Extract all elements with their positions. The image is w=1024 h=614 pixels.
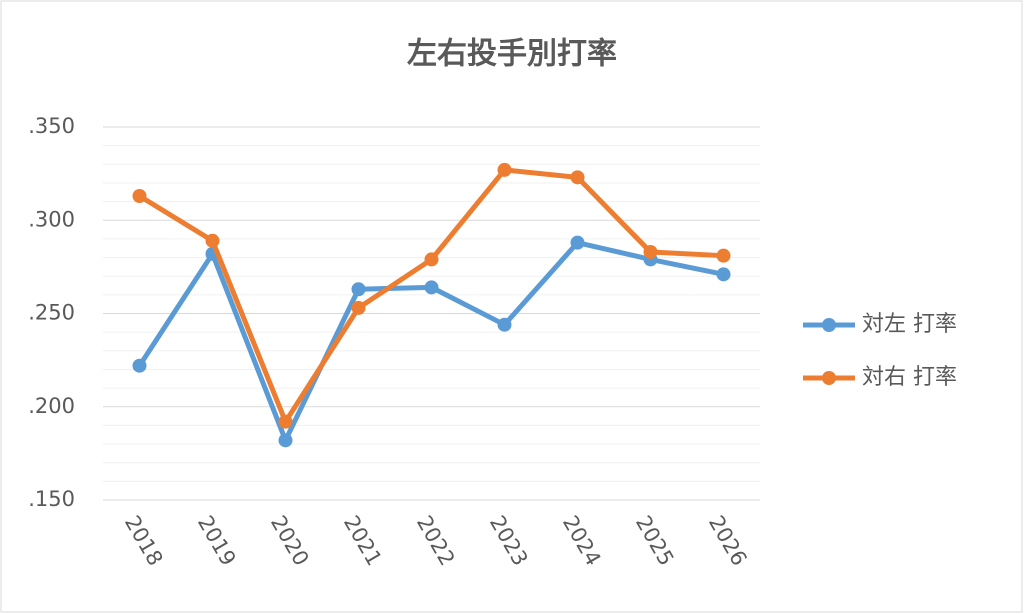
point: [570, 170, 585, 185]
point: [716, 267, 731, 282]
point: [351, 300, 366, 315]
y-tick-label: .350: [28, 114, 75, 138]
point: [424, 280, 439, 295]
y-tick-label: .250: [28, 301, 75, 325]
y-tick-label: .300: [28, 207, 75, 231]
point: [570, 235, 585, 250]
y-tick-label: .200: [28, 394, 75, 418]
point: [132, 189, 147, 204]
legend-label: 対右 打率: [862, 365, 957, 390]
point: [497, 162, 512, 177]
legend-marker: [822, 318, 836, 332]
point: [351, 282, 366, 297]
point: [716, 248, 731, 263]
point: [205, 233, 220, 248]
point: [278, 433, 293, 448]
point: [278, 414, 293, 429]
point: [424, 252, 439, 267]
legend-label: 対左 打率: [862, 312, 957, 337]
point: [497, 317, 512, 332]
legend-marker: [822, 371, 836, 385]
y-tick-label: .150: [28, 487, 75, 511]
point: [643, 244, 658, 259]
chart-title: 左右投手別打率: [407, 37, 617, 72]
point: [132, 358, 147, 373]
